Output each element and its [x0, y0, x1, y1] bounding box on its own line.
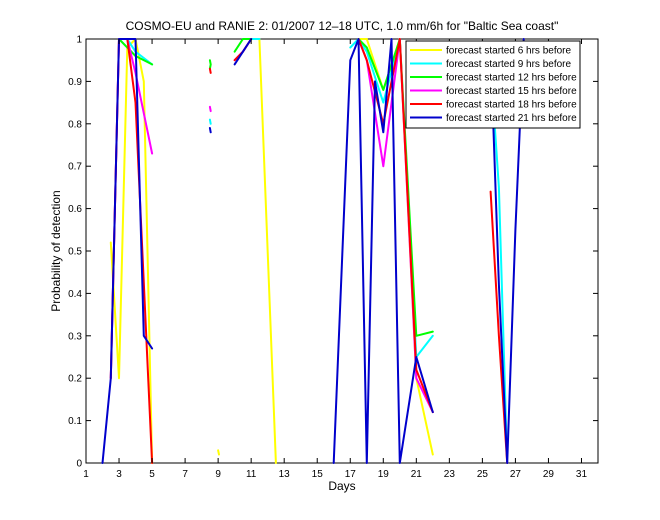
y-tick-label: 0.8: [68, 119, 82, 130]
x-tick-label: 9: [215, 469, 221, 480]
x-tick-label: 19: [378, 469, 390, 480]
y-tick-label: 1: [76, 35, 82, 46]
x-tick-label: 31: [576, 469, 588, 480]
y-tick-label: 0.5: [68, 247, 82, 258]
y-tick-label: 0.2: [68, 374, 82, 385]
chart-title: COSMO-EU and RANIE 2: 01/2007 12–18 UTC,…: [126, 19, 559, 33]
y-tick-label: 0.6: [68, 204, 82, 215]
series-line-6-segment-2: [208, 127, 212, 134]
series-line-3-segment-2: [208, 59, 212, 70]
x-tick-label: 21: [411, 469, 423, 480]
x-tick-label: 7: [182, 469, 188, 480]
legend-label-2: forecast started 9 hrs before: [446, 59, 572, 70]
series-line-5-segment-2: [208, 67, 212, 74]
x-tick-label: 3: [116, 469, 122, 480]
series-line-6-segment-3: [233, 38, 253, 66]
x-tick-label: 11: [246, 469, 257, 480]
ticks-layer: 1 3 5 7 9 11 13 15 17 19 21 23 25 27 29 3100.10.20.30.4…: [68, 35, 598, 480]
y-tick-label: 0.9: [68, 77, 82, 88]
x-axis-label: Days: [328, 479, 355, 493]
x-tick-label: 15: [312, 469, 324, 480]
legend: forecast started 6 hrs before forecast st…: [405, 40, 581, 129]
x-tick-label: 1: [83, 469, 89, 480]
y-tick-label: 0.4: [68, 289, 82, 300]
series-line-6-segment-1: [101, 38, 154, 464]
x-tick-label: 29: [543, 469, 555, 480]
y-tick-label: 0.3: [68, 331, 82, 342]
legend-label-5: forecast started 18 hrs before: [446, 100, 577, 111]
x-tick-label: 13: [279, 469, 291, 480]
legend-label-3: forecast started 12 hrs before: [446, 73, 577, 84]
y-tick-label: 0.1: [68, 416, 82, 427]
legend-label-6: forecast started 21 hrs before: [446, 113, 577, 124]
x-tick-label: 25: [477, 469, 489, 480]
x-tick-label: 23: [444, 469, 456, 480]
x-tick-label: 27: [510, 469, 522, 480]
legend-label-1: forecast started 6 hrs before: [446, 46, 572, 57]
legend-box: [405, 40, 581, 129]
x-tick-label: 17: [345, 469, 357, 480]
series-line-1-segment-2: [217, 449, 220, 456]
series-line-6-segment-4: [332, 38, 434, 464]
series-line-3-segment-3: [233, 38, 253, 53]
series-line-2-segment-2: [208, 118, 212, 125]
series-line-4-segment-2: [208, 105, 212, 113]
y-tick-label: 0: [76, 459, 82, 470]
y-tick-label: 0.7: [68, 162, 82, 173]
y-axis-label: Probability of detection: [49, 190, 63, 311]
series-line-6-segment-5: [489, 38, 525, 464]
x-tick-label: 5: [149, 469, 155, 480]
series-line-1-segment-1: [109, 38, 154, 464]
legend-label-4: forecast started 15 hrs before: [446, 86, 577, 97]
